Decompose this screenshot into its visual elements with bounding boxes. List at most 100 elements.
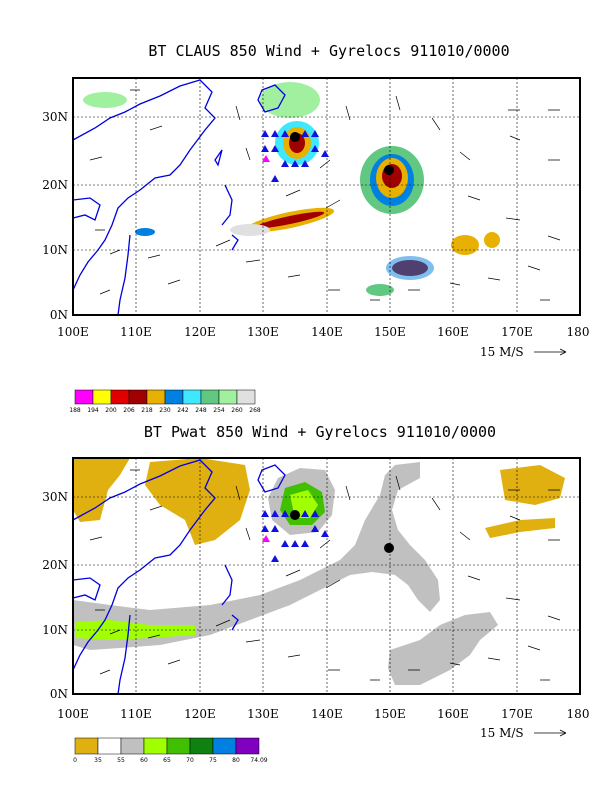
colorbar-label: 194 [87,407,99,414]
colorbar-label: 70 [186,757,194,764]
pwat-yellow-ne [500,465,565,505]
colorbar-label: 74.09 [250,757,267,764]
colorbar-swatch [212,737,237,755]
bottom-lon-140e: 140E [311,707,343,721]
top-lon-100e: 100E [57,325,89,339]
storm-symbol-1 [290,132,300,142]
bottom-gyrelocs [261,510,329,562]
bottom-pwat-field [73,458,565,685]
colorbar-swatch [164,389,184,405]
top-storm-markers [290,132,394,175]
top-map-frame [72,77,581,316]
colorbar-swatch [128,389,148,405]
top-lon-170e: 170E [501,325,533,339]
bottom-lon-120e: 120E [184,707,216,721]
colorbar-swatch [143,737,168,755]
bottom-lat-10n: 10N [42,623,68,637]
colorbar-swatch [235,737,260,755]
top-coastline [72,79,286,316]
pwat-yellow-ne2 [485,518,555,538]
colorbar-swatch [146,389,166,405]
bottom-lon-170e: 170E [501,707,533,721]
colorbar-label: 248 [195,407,207,414]
colorbar-label: 60 [140,757,148,764]
top-panel-title: BT CLAUS 850 Wind + Gyrelocs 911010/0000 [148,42,509,60]
bottom-vector-arrowhead [559,729,567,737]
bottom-lon-160e: 160E [437,707,469,721]
top-lon-150e: 150E [374,325,406,339]
colorbar-label: 55 [117,757,125,764]
cloud-cluster-e2 [484,232,500,248]
colorbar-label: 75 [209,757,217,764]
top-lat-10n: 10N [42,243,68,257]
bottom-lon-150e: 150E [374,707,406,721]
colorbar-label: 242 [177,407,189,414]
top-vector-legend: 15 M/S [480,345,567,359]
top-grid [73,78,580,315]
top-lon-labels: 100E 110E 120E 130E 140E 150E 160E 170E … [57,325,589,339]
colorbar-swatch [74,737,99,755]
colorbar-swatch [218,389,238,405]
storm-symbol-1 [290,510,300,520]
colorbar-label: 35 [94,757,102,764]
cloud-cluster-se-halo [386,256,434,280]
bottom-lon-110e: 110E [120,707,152,721]
colorbar-label: 230 [159,407,171,414]
bottom-lon-130e: 130E [247,707,279,721]
top-lat-20n: 20N [42,178,68,192]
cloud-band-nw [83,92,127,108]
top-vector-arrowhead [559,348,567,356]
top-lon-180: 180 [567,325,590,339]
cloud-band-dark-red-core [255,211,325,229]
cloud-cluster-s [366,284,394,296]
bottom-panel-title: BT Pwat 850 Wind + Gyrelocs 911010/0000 [144,423,496,441]
top-lon-130e: 130E [247,325,279,339]
top-lat-0n: 0N [50,308,68,322]
top-map-panel [72,77,581,316]
top-lat-30n: 30N [42,110,68,124]
cloud-cluster-e [451,235,479,255]
colorbar-label: 0 [73,757,77,764]
top-lon-140e: 140E [311,325,343,339]
colorbar-label: 260 [231,407,243,414]
top-vector-label: 15 M/S [480,345,524,359]
bottom-wind-vectors [89,469,561,681]
colorbar-label: 65 [163,757,171,764]
bottom-lat-30n: 30N [42,490,68,504]
storm-symbol-2 [384,165,394,175]
colorbar-swatch [166,737,191,755]
bottom-lat-labels: 30N 20N 10N 0N [42,490,68,701]
bottom-coastline [72,459,286,695]
bottom-grid [73,458,580,694]
colorbar-swatch [236,389,256,405]
colorbar-label: 200 [105,407,117,414]
top-colorbar: 188 194 200 206 218 230 242 248 254 260 268 [69,389,261,414]
colorbar-swatch [182,389,202,405]
colorbar-label: 80 [232,757,240,764]
cloud-cluster-sw [135,228,155,236]
bottom-lon-180: 180 [567,707,590,721]
bottom-lon-100e: 100E [57,707,89,721]
colorbar-label: 268 [249,407,261,414]
bottom-map-frame [72,457,581,695]
colorbar-swatch [97,737,122,755]
bottom-storm-markers [290,510,394,553]
top-lon-160e: 160E [437,325,469,339]
top-gyrelocs [261,130,329,182]
bottom-lat-0n: 0N [50,687,68,701]
colorbar-label: 218 [141,407,153,414]
colorbar-swatch [120,737,145,755]
cloud-gray-patch [230,224,270,236]
bottom-vector-legend: 15 M/S [480,726,567,740]
pwat-yellow-nw [73,458,130,522]
top-map-background [73,78,580,315]
bottom-vector-label: 15 M/S [480,726,524,740]
colorbar-swatch [200,389,220,405]
colorbar-label: 254 [213,407,225,414]
colorbar-swatch [110,389,130,405]
colorbar-swatch [92,389,112,405]
colorbar-swatch [74,389,94,405]
bottom-lon-labels: 100E 110E 120E 130E 140E 150E 160E 170E … [57,707,589,721]
pwat-yellow-north [145,458,250,545]
